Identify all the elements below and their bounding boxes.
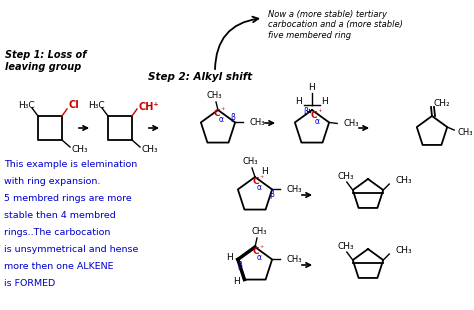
Text: H: H [227,253,233,262]
Text: rings..The carbocation: rings..The carbocation [4,228,110,237]
Text: C: C [214,108,220,117]
Text: CH₃: CH₃ [142,145,159,154]
Text: This example is elemination: This example is elemination [4,160,137,169]
Text: ⁺: ⁺ [221,105,225,114]
Text: H: H [233,277,240,286]
Text: CH₃: CH₃ [251,228,267,237]
Text: CH₃: CH₃ [206,91,222,100]
Text: CH₃: CH₃ [249,118,264,127]
Text: H: H [309,83,315,92]
Text: H: H [296,96,302,105]
Text: α: α [315,117,319,126]
Text: ⁺: ⁺ [318,108,322,117]
Text: is unsymmetrical and hense: is unsymmetrical and hense [4,245,138,254]
Text: CH₃: CH₃ [242,157,258,166]
Text: CH₃: CH₃ [395,246,412,255]
Text: H₃C: H₃C [18,100,35,109]
Text: with ring expansion.: with ring expansion. [4,177,100,186]
Text: CH₃: CH₃ [337,171,354,180]
Text: β: β [270,190,274,199]
Text: CH₃: CH₃ [395,175,412,184]
Text: is FORMED: is FORMED [4,279,55,288]
Text: ⁺: ⁺ [260,174,264,183]
Text: α: α [256,184,262,193]
Text: H₃C: H₃C [88,100,105,109]
Text: C: C [253,246,259,255]
Text: Step 2: Alkyl shift: Step 2: Alkyl shift [148,72,252,82]
Text: C: C [310,112,317,121]
Text: CH₃: CH₃ [72,145,89,154]
Text: Now a (more stable) tertiary
carbocation and a (more stable)
five membered ring: Now a (more stable) tertiary carbocation… [268,10,403,40]
Text: more then one ALKENE: more then one ALKENE [4,262,113,271]
Text: CH₃: CH₃ [286,185,301,194]
Text: CH₃: CH₃ [343,119,359,128]
Text: C: C [253,176,259,185]
Text: α: α [256,254,262,263]
Text: CH₃: CH₃ [457,127,473,137]
Text: 5 membred rings are more: 5 membred rings are more [4,194,132,203]
Text: CH⁺: CH⁺ [139,102,160,112]
Text: CH₃: CH₃ [337,241,354,250]
Text: β: β [237,261,242,270]
Text: stable then 4 membred: stable then 4 membred [4,211,116,220]
Text: H: H [322,96,328,105]
Text: H: H [262,167,268,176]
Text: Step 1: Loss of
leaving group: Step 1: Loss of leaving group [5,50,86,72]
Text: Cl: Cl [69,100,80,110]
Text: CH₂: CH₂ [434,99,451,108]
Text: ⁺: ⁺ [260,243,264,253]
Text: α: α [219,114,224,123]
Text: CH₃: CH₃ [286,255,301,264]
Text: β: β [231,113,236,122]
Text: β: β [303,107,309,116]
